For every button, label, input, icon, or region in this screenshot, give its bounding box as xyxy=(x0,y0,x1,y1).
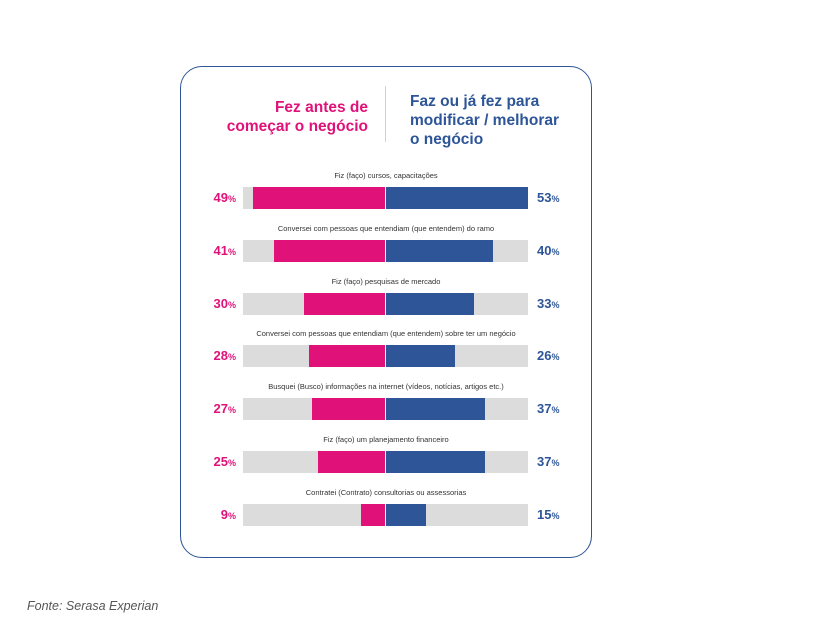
value-label-right: 33% xyxy=(537,296,560,311)
category-label: Fiz (faço) pesquisas de mercado xyxy=(331,277,441,286)
chart-card xyxy=(180,66,592,558)
legend-left: Fez antes de começar o negócio xyxy=(188,98,368,136)
bar-center-line xyxy=(385,451,386,473)
legend-left-line-2: começar o negócio xyxy=(226,118,368,135)
bar-center-line xyxy=(385,345,386,367)
legend-right-line-1: Faz ou já fez para xyxy=(410,93,540,110)
category-label: Contratei (Contrato) consultorias ou ass… xyxy=(305,488,467,497)
bar-center-line xyxy=(385,187,386,209)
source-note: Fonte: Serasa Experian xyxy=(27,599,159,613)
bar-improve-business xyxy=(385,398,485,420)
legend-right: Faz ou já fez para modificar / melhorar … xyxy=(410,92,590,149)
bar-center-line xyxy=(385,398,386,420)
category-label: Conversei com pessoas que entendiam (que… xyxy=(256,329,516,338)
value-label-left: 28% xyxy=(213,348,236,363)
category-label: Fiz (faço) um planejamento financeiro xyxy=(323,435,449,444)
bar-before-start xyxy=(317,451,385,473)
bar-center-line xyxy=(385,293,386,315)
value-label-right: 37% xyxy=(537,401,560,416)
value-label-left: 49% xyxy=(213,190,236,205)
bar-improve-business xyxy=(385,504,426,526)
bar-improve-business xyxy=(385,451,485,473)
bar-before-start xyxy=(274,240,385,262)
value-label-right: 40% xyxy=(537,243,560,258)
legend-right-line-2: modificar / melhorar xyxy=(410,112,560,129)
value-label-left: 41% xyxy=(213,243,236,258)
category-label: Fiz (faço) cursos, capacitações xyxy=(334,171,438,180)
value-label-left: 25% xyxy=(213,454,236,469)
value-label-right: 53% xyxy=(537,190,560,205)
value-label-right: 26% xyxy=(537,348,560,363)
bar-before-start xyxy=(304,293,385,315)
value-label-left: 30% xyxy=(213,296,236,311)
bar-center-line xyxy=(385,240,386,262)
bar-before-start xyxy=(312,398,385,420)
value-label-left: 27% xyxy=(213,401,236,416)
bar-improve-business xyxy=(385,240,493,262)
legend-left-line-1: Fez antes de xyxy=(274,99,368,116)
value-label-left: 9% xyxy=(220,507,236,522)
bar-improve-business xyxy=(385,187,529,209)
bar-before-start xyxy=(360,504,385,526)
value-label-right: 15% xyxy=(537,507,560,522)
bar-center-line xyxy=(385,504,386,526)
category-label: Busquei (Busco) informações na internet … xyxy=(268,382,504,391)
bar-before-start xyxy=(252,187,385,209)
bar-before-start xyxy=(309,345,385,367)
category-label: Conversei com pessoas que entendiam (que… xyxy=(277,224,495,233)
bar-improve-business xyxy=(385,293,475,315)
value-label-right: 37% xyxy=(537,454,560,469)
legend-right-line-3: o negócio xyxy=(410,131,484,148)
header-divider xyxy=(385,86,386,142)
bar-improve-business xyxy=(385,345,456,367)
